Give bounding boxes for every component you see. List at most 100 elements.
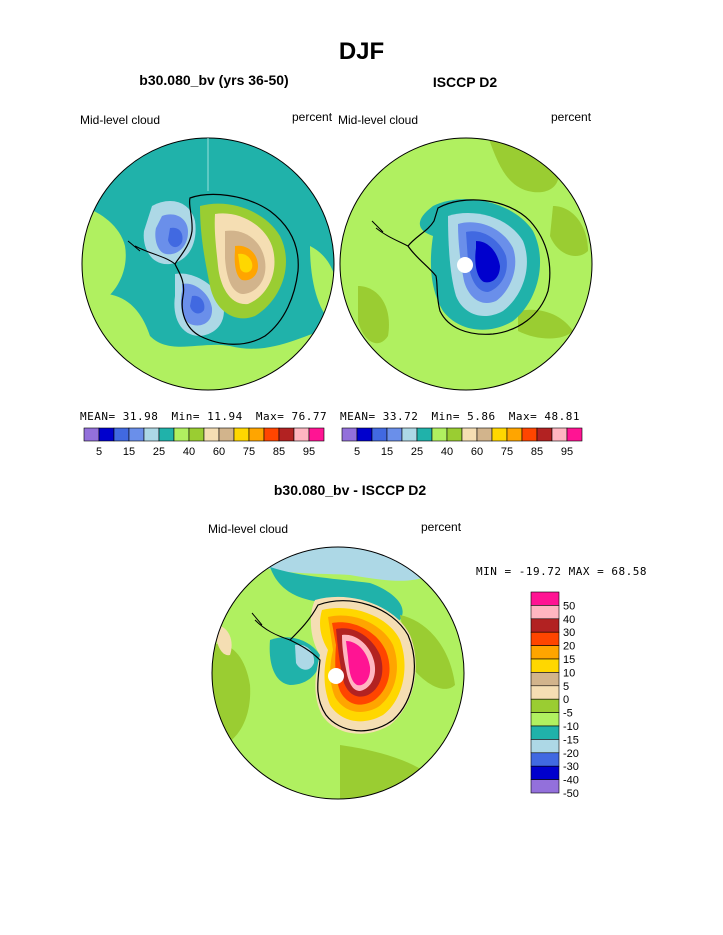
model-colorbar-tick-label: 40 <box>183 446 195 458</box>
model-region-blue-6 <box>190 295 205 314</box>
obs-panel-title: ISCCP D2 <box>432 74 498 90</box>
diff-minmax: MIN = -19.72 MAX = 68.58 <box>476 565 647 578</box>
diff-colorbar-tick-label: 10 <box>563 667 575 679</box>
obs-pole-marker <box>457 257 473 273</box>
obs-units-label: percent <box>551 110 592 124</box>
diff-colorbar-tick-label: 15 <box>563 654 575 666</box>
obs-colorbar: 5 15 25 40 60 75 85 95 <box>341 427 583 458</box>
diff-colorbar-tick-label: -5 <box>563 708 573 720</box>
model-region-gold <box>238 253 253 273</box>
model-colorbar-swatch <box>98 427 115 442</box>
model-colorbar-swatch <box>278 427 295 442</box>
model-variable-label: Mid-level cloud <box>80 113 161 127</box>
diff-colorbar-tick-label: -50 <box>563 788 579 800</box>
model-colorbar-swatch <box>308 427 325 442</box>
obs-colorbar-swatch <box>566 427 583 442</box>
model-colorbar-swatch <box>218 427 235 442</box>
diff-colorbar-swatch <box>530 605 560 620</box>
model-stats: MEAN= 31.98 Min= 11.94 Max= 76.77 <box>80 410 327 423</box>
obs-variable-label: Mid-level cloud <box>338 113 419 127</box>
obs-colorbar-swatch <box>356 427 373 442</box>
diff-colorbar-swatch <box>530 765 560 780</box>
diff-units-label: percent <box>421 520 462 534</box>
obs-colorbar-tick-label: 15 <box>381 446 393 458</box>
diff-colorbar-swatch <box>530 712 560 727</box>
obs-region-olive-1 <box>488 138 559 193</box>
model-colorbar-tick-label: 95 <box>303 446 315 458</box>
diff-colorbar-tick-label: -20 <box>563 748 579 760</box>
obs-colorbar-swatch <box>536 427 553 442</box>
model-region-blue-3 <box>168 227 183 248</box>
obs-colorbar-tick-label: 5 <box>354 446 360 458</box>
diff-colorbar-tick-label: 30 <box>563 627 575 639</box>
main-title: DJF <box>338 38 385 65</box>
obs-mean-label: MEAN= <box>340 410 376 423</box>
diff-colorbar-tick-label: 40 <box>563 614 575 626</box>
obs-colorbar-swatch <box>506 427 523 442</box>
obs-coastline <box>407 199 551 335</box>
model-colorbar-swatch <box>173 427 190 442</box>
diff-map <box>211 546 465 800</box>
diff-colorbar-tick-label: 50 <box>563 600 575 612</box>
diff-colorbar-swatch <box>530 631 560 646</box>
obs-colorbar-tick-label: 95 <box>561 446 573 458</box>
model-region-west <box>82 206 126 311</box>
obs-region-olive-2 <box>550 206 588 256</box>
obs-colorbar-tick-label: 85 <box>531 446 543 458</box>
model-units-label: percent <box>292 110 333 124</box>
diff-colorbar-tick-label: -30 <box>563 761 579 773</box>
model-colorbar-tick-label: 75 <box>243 446 255 458</box>
diff-colorbar-swatch <box>530 645 560 660</box>
obs-mean-value: 33.72 <box>382 410 419 423</box>
model-colorbar-swatch <box>128 427 145 442</box>
model-min-label: Min= <box>171 410 200 423</box>
diff-colorbar-tick-label: -10 <box>563 721 579 733</box>
obs-colorbar-swatch <box>341 427 358 442</box>
obs-region-olive-3 <box>358 286 389 344</box>
obs-min-value: 5.86 <box>467 410 496 423</box>
model-min-value: 11.94 <box>207 410 243 423</box>
diff-region-olive-2 <box>400 615 455 689</box>
model-colorbar-swatch <box>113 427 130 442</box>
diff-coastline <box>288 600 415 732</box>
obs-colorbar-swatch <box>431 427 448 442</box>
diff-colorbar-swatch <box>530 591 560 606</box>
diff-colorbar-tick-label: -40 <box>563 775 579 787</box>
model-colorbar-swatch <box>293 427 310 442</box>
model-mean-value: 31.98 <box>122 410 159 423</box>
diff-colorbar-swatch <box>530 739 560 754</box>
obs-max-value: 48.81 <box>544 410 580 423</box>
obs-colorbar-tick-label: 60 <box>471 446 483 458</box>
diff-colorbar-tick-label: 5 <box>563 681 569 693</box>
model-coastline <box>174 193 299 345</box>
diff-panel-title: b30.080_bv - ISCCP D2 <box>273 482 427 498</box>
model-colorbar-tick-label: 15 <box>123 446 135 458</box>
model-max-value: 76.77 <box>291 410 328 423</box>
model-colorbar-swatch <box>188 427 205 442</box>
diff-colorbar-swatch <box>530 685 560 700</box>
obs-colorbar-tick-label: 40 <box>441 446 453 458</box>
obs-colorbar-swatch <box>491 427 508 442</box>
diff-region-magenta <box>346 641 371 686</box>
model-colorbar-tick-label: 85 <box>273 446 285 458</box>
obs-colorbar-swatch <box>401 427 418 442</box>
diff-colorbar-tick-label: 20 <box>563 641 575 653</box>
model-colorbar-swatch <box>263 427 280 442</box>
diff-colorbar-swatch <box>530 698 560 713</box>
model-panel-title: b30.080_bv (yrs 36-50) <box>139 72 289 88</box>
diff-peninsula <box>251 612 291 641</box>
diff-variable-label: Mid-level cloud <box>208 522 289 536</box>
model-mean-label: MEAN= <box>80 410 116 423</box>
obs-colorbar-swatch <box>551 427 568 442</box>
diff-colorbar-swatch <box>530 672 560 687</box>
obs-map <box>339 137 593 391</box>
model-colorbar-swatch <box>143 427 160 442</box>
model-colorbar-swatch <box>83 427 100 442</box>
obs-colorbar-swatch <box>371 427 388 442</box>
diff-colorbar-tick-label: 0 <box>563 694 569 706</box>
obs-colorbar-swatch <box>461 427 478 442</box>
obs-peninsula <box>371 220 409 247</box>
model-colorbar-swatch <box>158 427 175 442</box>
model-colorbar-swatch <box>248 427 265 442</box>
